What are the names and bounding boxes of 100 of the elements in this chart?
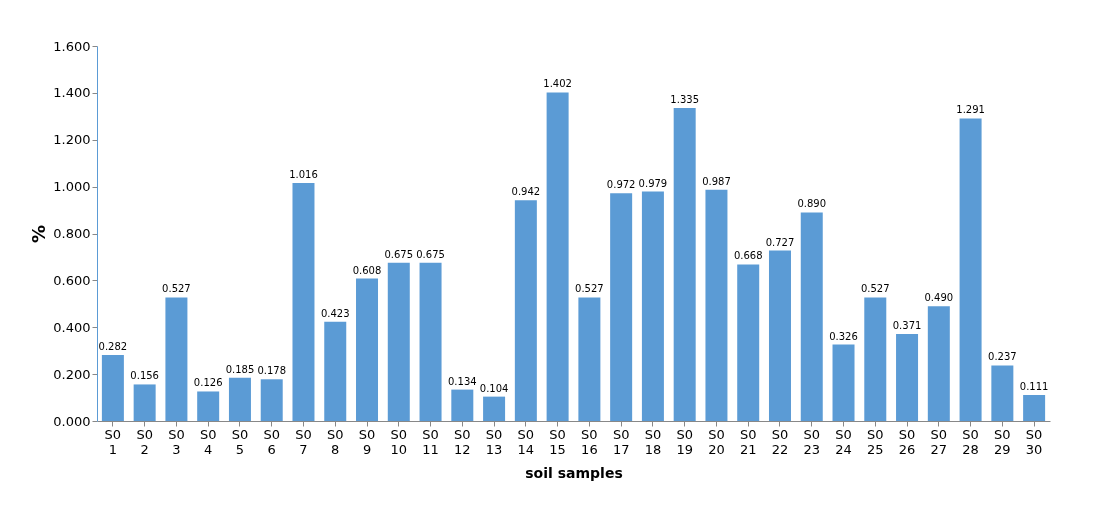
x-tick-label: S0 1 xyxy=(104,426,122,457)
x-tick-label: S0 5 xyxy=(231,426,249,457)
data-label: 0.178 xyxy=(257,365,287,377)
bar xyxy=(641,191,664,421)
data-label: 0.326 xyxy=(829,330,858,342)
bar xyxy=(1023,394,1046,421)
x-tick-label: S0 2 xyxy=(136,426,153,457)
data-label: 0.890 xyxy=(797,198,827,210)
x-tick-label: S0 7 xyxy=(295,426,312,457)
y-tick-label: 0.000 xyxy=(53,413,91,429)
y-tick-label: 1.400 xyxy=(53,85,91,101)
data-label: 1.402 xyxy=(543,78,572,90)
data-label: 0.371 xyxy=(892,320,922,332)
x-tick-label: S0 15 xyxy=(549,426,566,457)
data-label: 0.942 xyxy=(511,186,541,198)
data-label: 0.668 xyxy=(733,250,763,262)
bar xyxy=(260,379,283,421)
y-tick-label: 0.800 xyxy=(53,226,91,241)
data-label: 0.527 xyxy=(575,283,604,295)
x-tick-label: S0 13 xyxy=(485,426,503,457)
data-label: 0.237 xyxy=(988,351,1017,363)
data-label: 0.979 xyxy=(638,177,668,189)
bar xyxy=(228,377,251,421)
bar xyxy=(768,250,791,421)
x-tick-label: S0 16 xyxy=(581,426,598,457)
y-tick-label: 0.600 xyxy=(53,272,91,288)
x-tick-label: S0 30 xyxy=(1025,426,1043,457)
data-label: 0.727 xyxy=(765,236,795,248)
data-label: 1.335 xyxy=(670,94,699,106)
x-tick-label: S0 6 xyxy=(263,426,280,457)
x-tick-label: S0 4 xyxy=(199,426,217,457)
data-label: 0.156 xyxy=(130,370,159,382)
data-label: 0.126 xyxy=(193,377,223,389)
bar xyxy=(546,92,569,421)
x-tick-label: S0 23 xyxy=(803,426,821,457)
data-label: 0.423 xyxy=(320,307,350,319)
x-tick-label: S0 9 xyxy=(358,426,376,457)
data-label: 0.104 xyxy=(479,382,509,394)
data-label: 0.282 xyxy=(98,340,128,352)
data-label: 1.016 xyxy=(289,168,318,180)
bar xyxy=(197,391,220,421)
bar xyxy=(705,189,728,421)
x-tick-label: S0 8 xyxy=(326,426,344,457)
data-label: 0.111 xyxy=(1019,380,1049,392)
x-tick-label: S0 20 xyxy=(708,426,725,457)
bar xyxy=(324,321,347,421)
bar xyxy=(514,200,537,421)
bar xyxy=(101,354,124,421)
y-tick-label: 0.400 xyxy=(53,319,91,335)
bar xyxy=(610,193,633,421)
bar xyxy=(832,344,855,421)
bar xyxy=(483,396,506,421)
x-tick-label: S0 14 xyxy=(517,426,535,457)
data-label: 0.972 xyxy=(606,179,636,191)
bar xyxy=(991,365,1014,421)
y-tick-label: 1.600 xyxy=(53,38,91,54)
x-tick-label: S0 10 xyxy=(390,426,408,457)
y-tick-label: 0.200 xyxy=(53,366,91,382)
x-tick-label: S0 26 xyxy=(898,426,916,457)
bar xyxy=(673,108,696,421)
x-tick-label: S0 24 xyxy=(835,426,852,457)
bar xyxy=(419,262,442,421)
data-label: 0.675 xyxy=(384,248,414,260)
x-tick-label: S0 27 xyxy=(930,426,948,457)
bar xyxy=(959,118,982,421)
x-tick-label: S0 3 xyxy=(168,426,185,457)
bar xyxy=(356,278,379,421)
x-tick-label: S0 29 xyxy=(994,426,1011,457)
x-axis-title: soil samples xyxy=(525,464,623,481)
x-tick-label: S0 18 xyxy=(644,426,662,457)
data-label: 0.608 xyxy=(352,264,382,276)
bar xyxy=(133,384,156,421)
x-tick-label: S0 11 xyxy=(422,426,439,457)
data-label: 0.527 xyxy=(162,283,191,295)
data-label: 1.291 xyxy=(956,104,985,116)
data-label: 0.185 xyxy=(225,363,255,375)
bar xyxy=(737,264,760,421)
x-tick-label: S0 22 xyxy=(771,426,789,457)
y-tick-label: 1.200 xyxy=(53,132,91,148)
data-label: 0.527 xyxy=(860,283,890,295)
x-tick-label: S0 12 xyxy=(454,426,471,457)
data-label: 0.490 xyxy=(924,292,954,304)
x-tick-label: S0 25 xyxy=(867,426,884,457)
data-label: 0.987 xyxy=(702,175,731,187)
bar xyxy=(927,306,950,421)
x-tick-label: S0 28 xyxy=(962,426,979,457)
bar xyxy=(165,297,188,421)
y-tick-label: 1.000 xyxy=(53,179,91,195)
bar xyxy=(387,262,410,421)
bar xyxy=(800,212,823,421)
bar xyxy=(578,297,601,421)
y-axis-title: % xyxy=(28,224,50,244)
x-tick-label: S0 17 xyxy=(612,426,630,457)
bar xyxy=(864,297,887,421)
bar xyxy=(451,389,474,421)
data-label: 0.134 xyxy=(448,375,477,387)
bar xyxy=(292,182,315,421)
x-tick-label: S0 19 xyxy=(676,426,693,457)
data-label: 0.675 xyxy=(416,248,445,260)
bar xyxy=(896,334,919,421)
